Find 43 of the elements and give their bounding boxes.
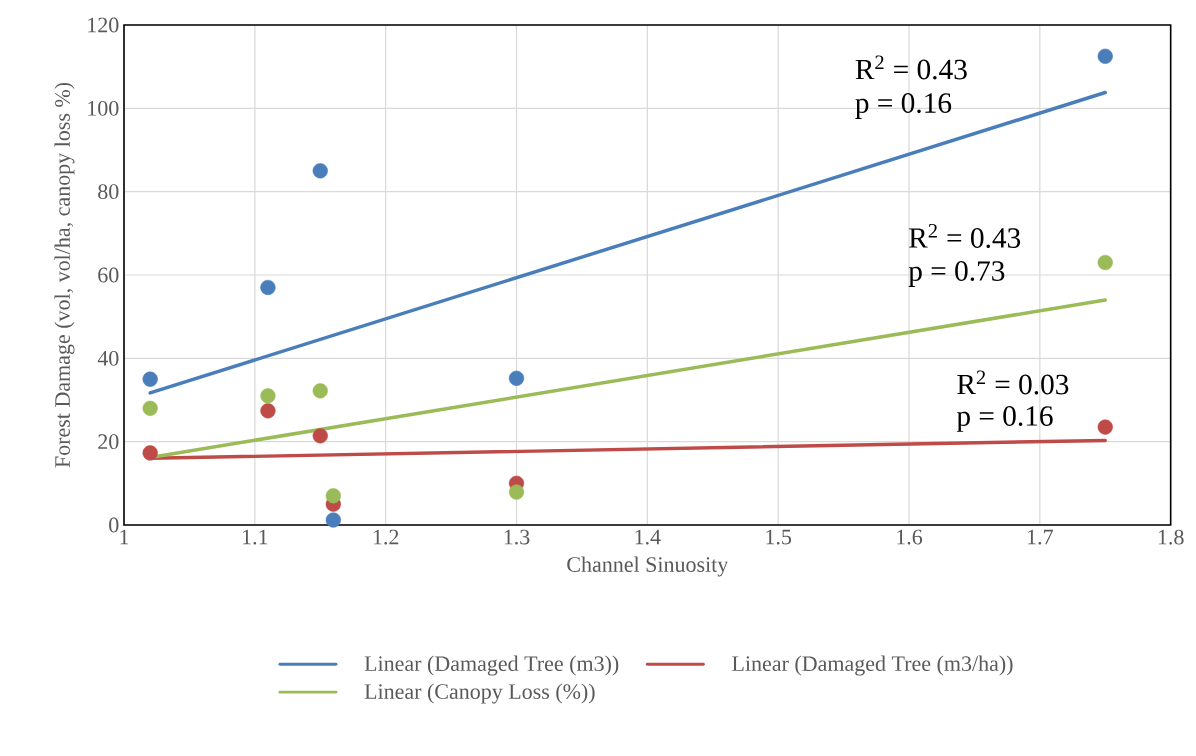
y-tick-label: 80 [98,184,119,200]
point [312,428,328,444]
point [142,371,158,387]
point [312,163,328,179]
point [1097,419,1113,435]
point [142,400,158,416]
annotation: R$^{2}$ = 0.43 [855,55,967,80]
x-tick-label: 1.8 [1158,529,1184,545]
point [312,383,328,399]
point [508,370,525,386]
x-axis-title: Channel Sinuosity [567,556,729,577]
x-tick-label: 1.5 [766,529,792,545]
annotation: p = 0.16 [855,93,952,119]
legend-label: Linear (Damaged Tree (m3)) [364,655,619,676]
point [260,279,276,296]
point [260,388,276,404]
point [325,512,341,528]
point [508,484,525,500]
y-tick-label: 40 [97,350,119,366]
legend-label: Linear (Damaged Tree (m3/ha)) [732,655,1013,676]
y-tick-label: 0 [109,517,119,533]
x-tick-label: 1.1 [243,529,268,545]
y-axis-title: Forest Damage (vol, vol/ha, canopy loss %) [54,82,75,468]
y-tick-label: 60 [98,267,119,283]
legend-label: Linear (Canopy Loss (%)) [364,683,595,704]
x-tick-label: 1 [120,529,129,545]
x-tick-label: 1.7 [1028,529,1053,545]
annotation: R$^{2}$ = 0.43 [909,223,1021,249]
point [325,488,341,504]
annotation: R$^{2}$ = 0.03 [957,370,1069,395]
point [1097,254,1113,271]
point [1097,48,1113,64]
annotation: p = 0.73 [908,261,1005,287]
point [260,403,276,419]
annotation: p = 0.16 [956,406,1053,432]
y-tick-label: 20 [98,434,119,450]
x-tick-label: 1.6 [897,529,923,545]
x-tick-label: 1.4 [635,529,661,545]
y-tick-label: 120 [88,17,119,33]
y-tick-label: 100 [88,100,119,116]
x-tick-label: 1.3 [504,529,530,545]
x-tick-label: 1.2 [373,529,399,545]
point [142,445,158,461]
